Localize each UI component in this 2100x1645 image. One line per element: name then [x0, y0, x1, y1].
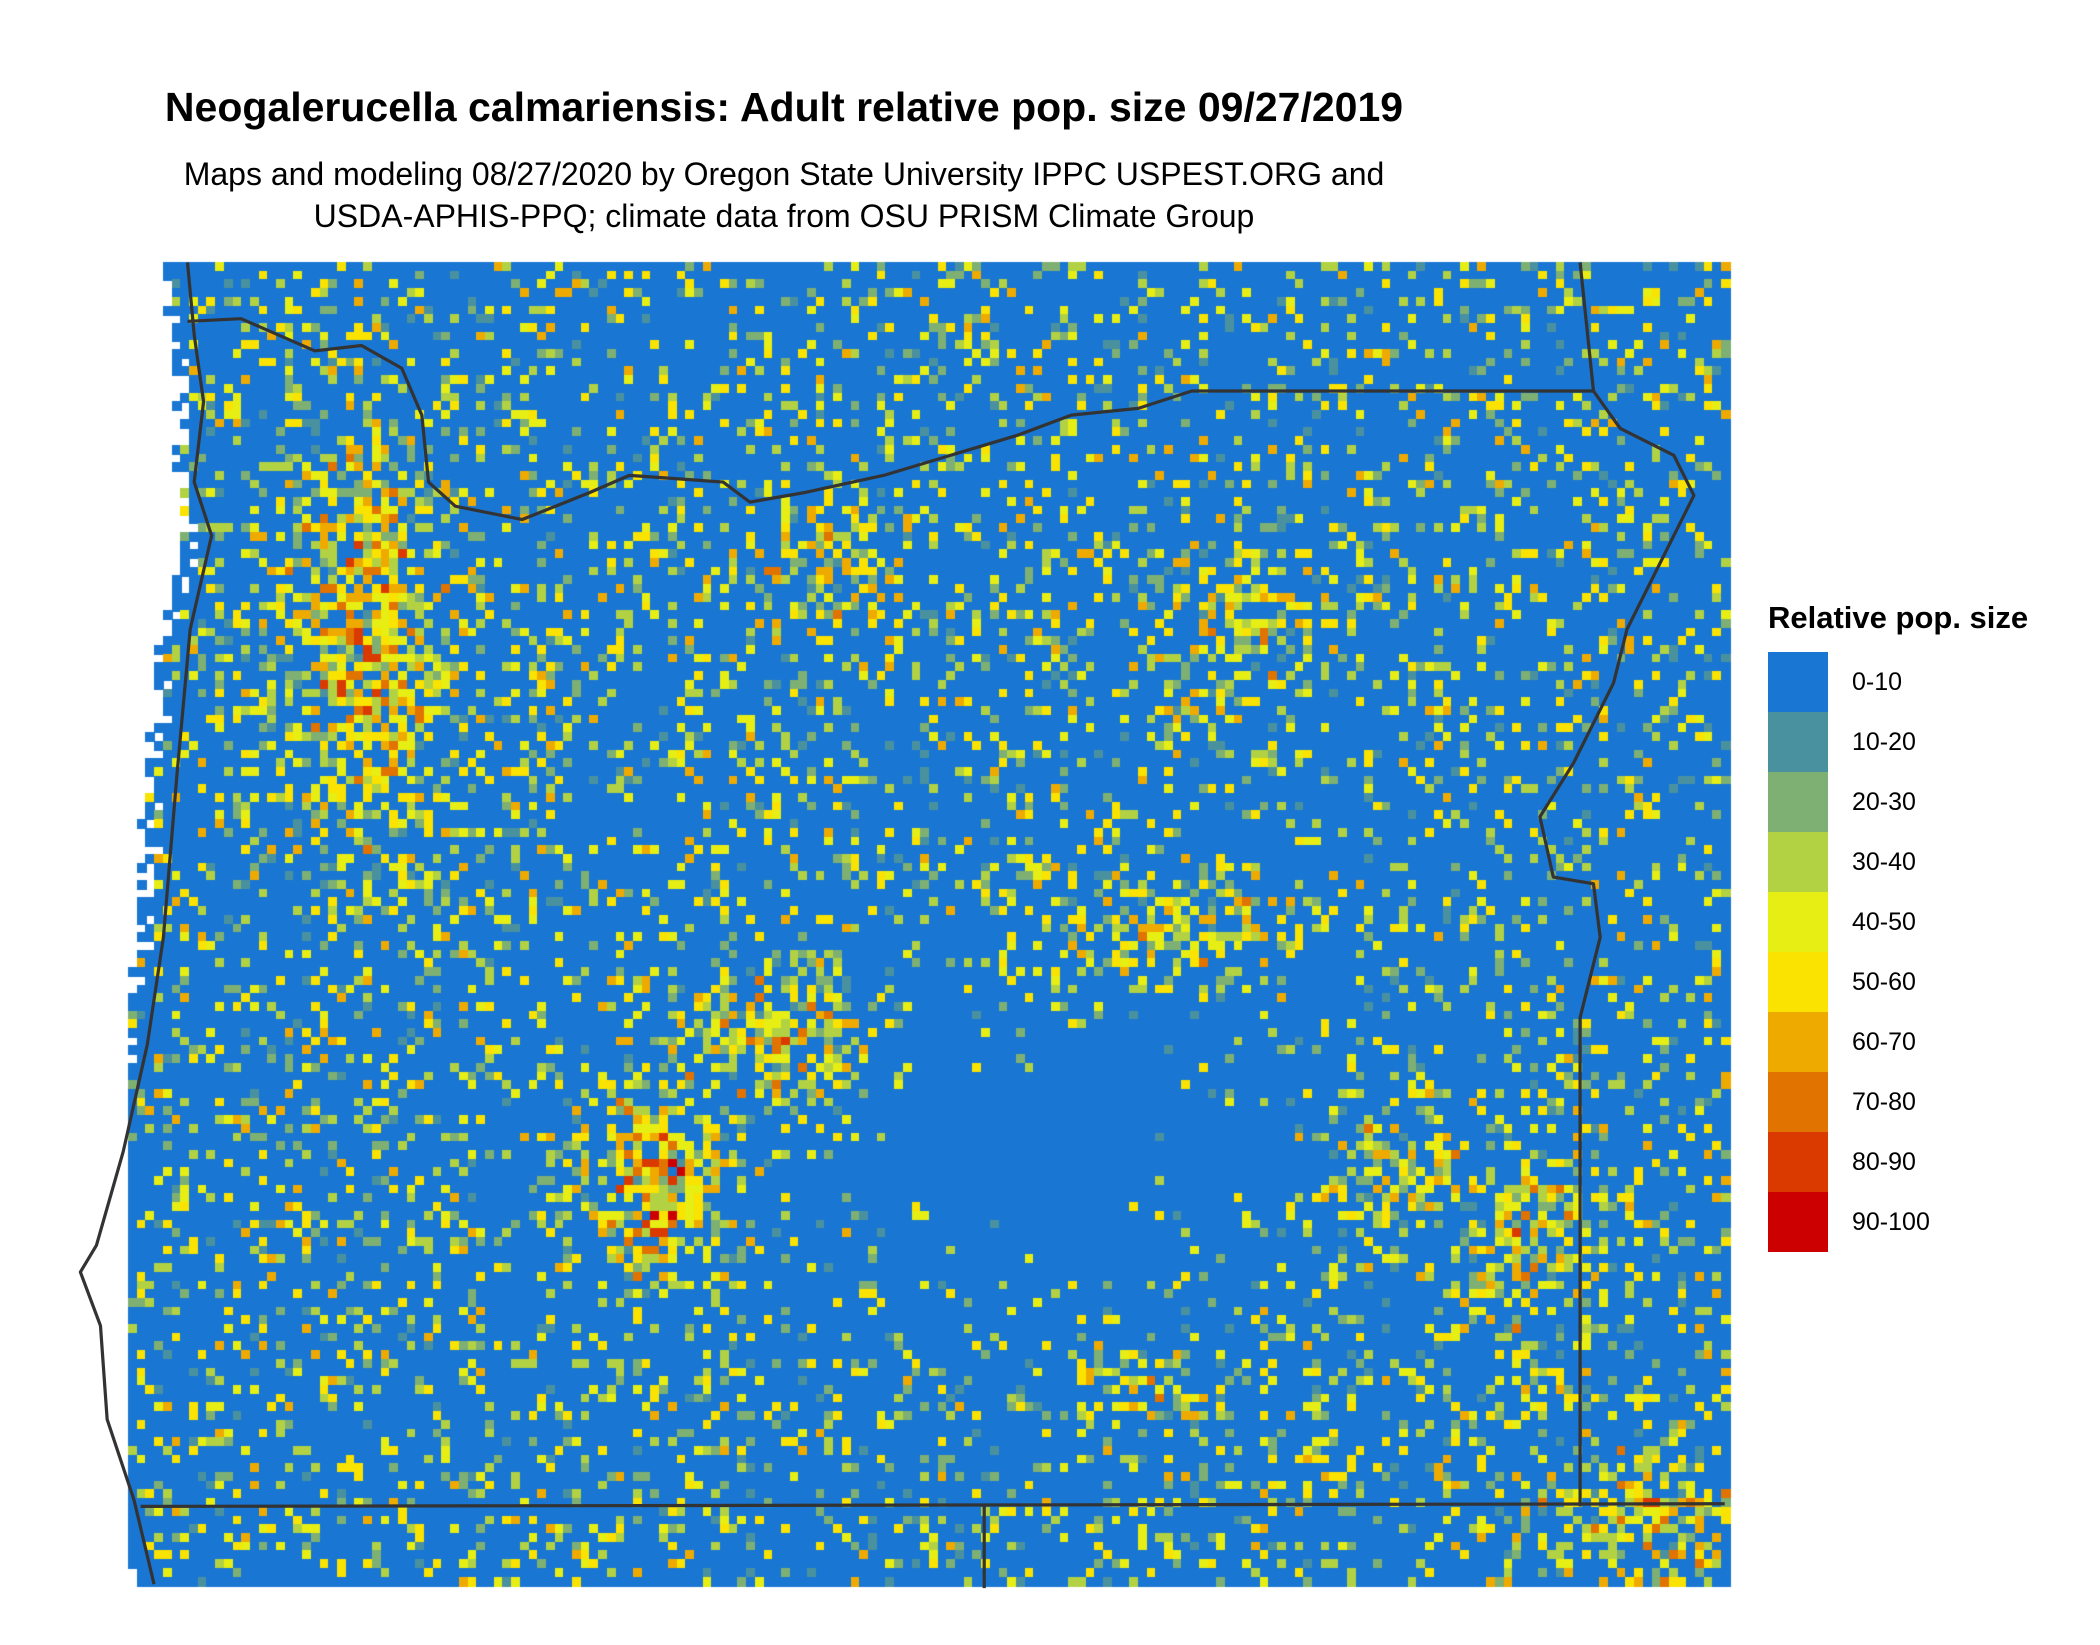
legend-swatch: [1768, 712, 1828, 772]
legend-label: 90-100: [1852, 1207, 1930, 1236]
legend-swatch: [1768, 952, 1828, 1012]
legend-item: 40-50: [1768, 892, 1930, 952]
legend-label: 50-60: [1852, 967, 1916, 996]
population-raster-map: [0, 250, 1740, 1645]
legend-item: 0-10: [1768, 652, 1930, 712]
legend-swatch: [1768, 1012, 1828, 1072]
border-coast: [78, 262, 214, 1585]
legend-swatch: [1768, 1072, 1828, 1132]
legend-label: 80-90: [1852, 1147, 1916, 1176]
legend: 0-10 10-20 20-30 30-40 40-50 50-60 60-70 70-80 8…: [1768, 652, 1930, 1252]
legend-label: 20-30: [1852, 787, 1916, 816]
map-title: Neogalerucella calmariensis: Adult relat…: [164, 84, 1404, 130]
border-idaho: [1538, 262, 1696, 1507]
state-borders: [78, 262, 1725, 1589]
legend-item: 70-80: [1768, 1072, 1930, 1132]
legend-label: 40-50: [1852, 907, 1916, 936]
legend-label: 30-40: [1852, 847, 1916, 876]
legend-swatch: [1768, 1132, 1828, 1192]
legend-label: 10-20: [1852, 727, 1916, 756]
legend-swatch: [1768, 652, 1828, 712]
legend-item: 60-70: [1768, 1012, 1930, 1072]
legend-swatch: [1768, 1192, 1828, 1252]
legend-item: 10-20: [1768, 712, 1930, 772]
legend-item: 90-100: [1768, 1192, 1930, 1252]
legend-title: Relative pop. size: [1768, 600, 2029, 635]
legend-label: 0-10: [1852, 667, 1903, 696]
legend-item: 20-30: [1768, 772, 1930, 832]
map-subtitle-line-2: USDA-APHIS-PPQ; climate data from OSU PR…: [313, 198, 1255, 234]
map-subtitle-line-1: Maps and modeling 08/27/2020 by Oregon S…: [183, 156, 1385, 192]
legend-item: 80-90: [1768, 1132, 1930, 1192]
legend-swatch: [1768, 832, 1828, 892]
border-columbia-river: [187, 317, 1594, 522]
legend-label: 70-80: [1852, 1087, 1916, 1116]
legend-swatch: [1768, 892, 1828, 952]
border-south: [140, 1502, 1725, 1509]
legend-item: 50-60: [1768, 952, 1930, 1012]
legend-item: 30-40: [1768, 832, 1930, 892]
legend-swatch: [1768, 772, 1828, 832]
legend-label: 60-70: [1852, 1027, 1916, 1056]
